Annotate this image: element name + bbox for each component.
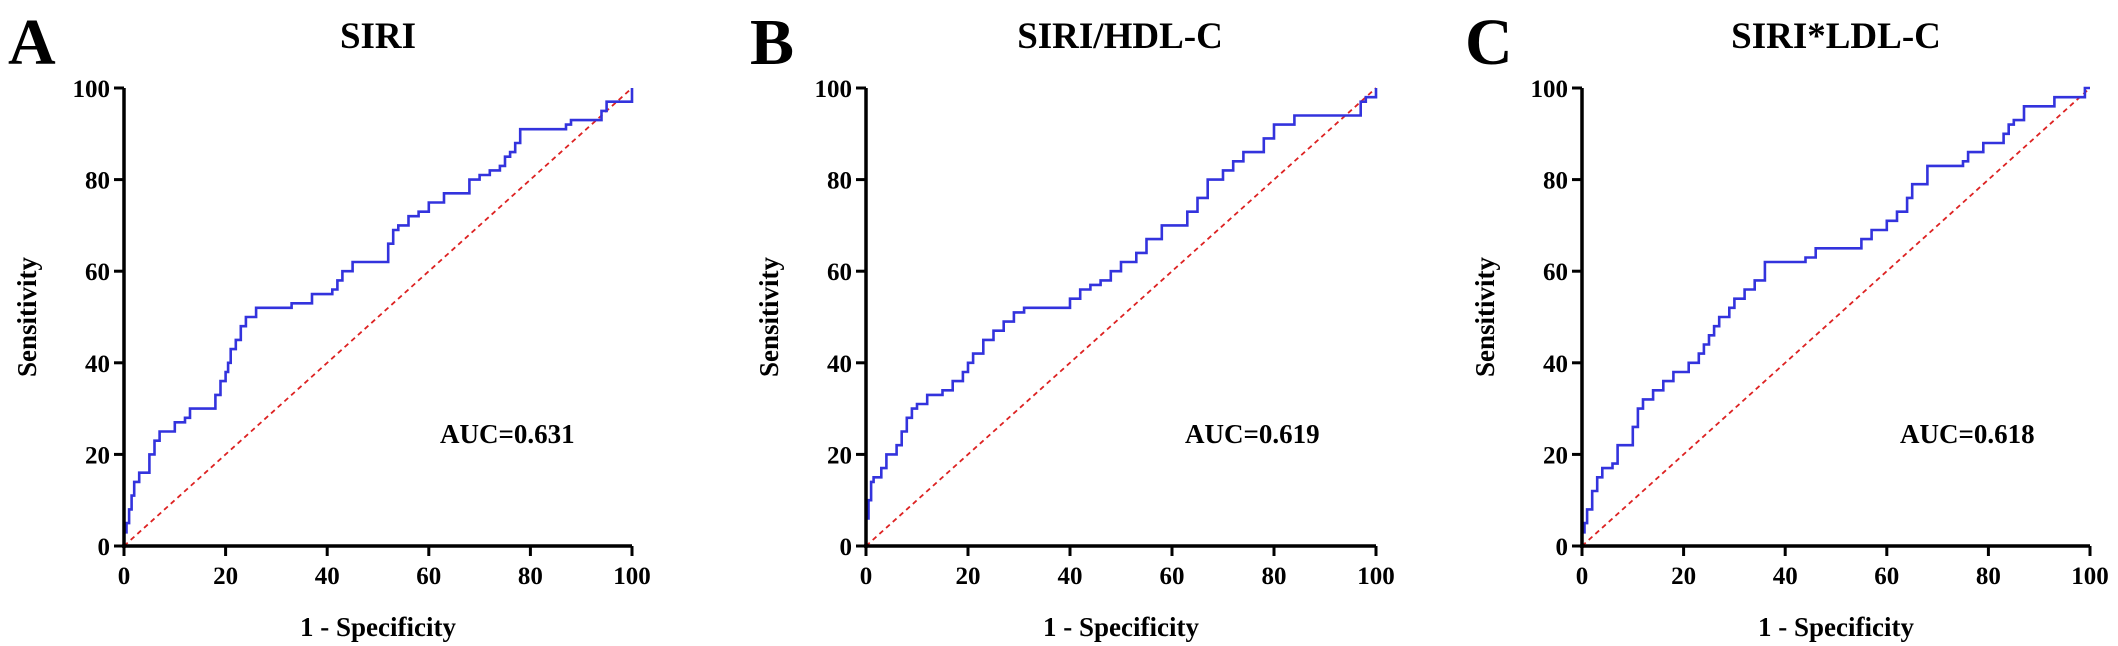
panel-c: C SIRI*LDL-C 0 20 40 60 80 100 0 20 40 60 80 100 1 - S… xyxy=(1465,6,2109,642)
x-tick-label: 80 xyxy=(518,563,543,590)
reference-line xyxy=(865,87,1377,547)
x-tick-label: 100 xyxy=(1357,563,1395,590)
x-tick-label: 60 xyxy=(416,563,441,590)
y-tick-label: 80 xyxy=(1543,168,1568,195)
auc-annotation: AUC=0.631 xyxy=(440,419,575,449)
y-axis-label: Sensitivity xyxy=(754,256,784,377)
x-axis-label: 1 - Specificity xyxy=(300,612,456,642)
y-tick-label: 0 xyxy=(1556,534,1569,561)
chart-title: SIRI/HDL-C xyxy=(1017,16,1223,57)
x-tick-label: 40 xyxy=(1773,563,1798,590)
x-tick-label: 80 xyxy=(1262,563,1287,590)
y-tick-label: 80 xyxy=(85,168,110,195)
y-tick-label: 60 xyxy=(85,259,110,286)
y-tick-label: 100 xyxy=(73,76,111,103)
x-tick-label: 100 xyxy=(2071,563,2109,590)
x-tick-label: 20 xyxy=(213,563,238,590)
y-tick-label: 20 xyxy=(1543,442,1568,469)
x-axis-label: 1 - Specificity xyxy=(1758,612,1914,642)
chart-title: SIRI xyxy=(340,16,416,57)
x-tick-label: 20 xyxy=(956,563,981,590)
panel-letter: B xyxy=(750,6,794,79)
x-tick-label: 40 xyxy=(1058,563,1083,590)
panel-letter: A xyxy=(8,6,56,79)
y-tick-label: 20 xyxy=(85,442,110,469)
y-tick-label: 40 xyxy=(827,351,852,378)
x-axis-label: 1 - Specificity xyxy=(1043,612,1199,642)
roc-curve xyxy=(864,88,1378,546)
y-tick-label: 100 xyxy=(1531,76,1569,103)
roc-curve xyxy=(122,88,634,546)
x-tick-label: 20 xyxy=(1671,563,1696,590)
y-tick-label: 0 xyxy=(98,534,111,561)
y-tick-label: 80 xyxy=(827,168,852,195)
y-axis-label: Sensitivity xyxy=(1470,256,1500,377)
x-tick-label: 40 xyxy=(315,563,340,590)
y-axis-label: Sensitivity xyxy=(12,256,42,377)
reference-line xyxy=(123,87,633,547)
panel-a: A SIRI 0 20 40 60 80 100 0 20 40 60 80 100 1 - Specifi… xyxy=(8,6,651,642)
y-tick-label: 60 xyxy=(1543,259,1568,286)
chart-title: SIRI*LDL-C xyxy=(1731,16,1941,57)
x-tick-label: 0 xyxy=(860,563,873,590)
y-tick-label: 100 xyxy=(815,76,853,103)
x-tick-label: 100 xyxy=(613,563,651,590)
y-tick-label: 40 xyxy=(1543,351,1568,378)
auc-annotation: AUC=0.618 xyxy=(1900,419,2035,449)
reference-line xyxy=(1581,87,2091,547)
x-tick-label: 0 xyxy=(1576,563,1589,590)
x-tick-label: 60 xyxy=(1874,563,1899,590)
y-tick-label: 60 xyxy=(827,259,852,286)
x-tick-label: 80 xyxy=(1976,563,2001,590)
x-tick-label: 60 xyxy=(1160,563,1185,590)
panel-b: B SIRI/HDL-C 0 20 40 60 80 100 0 20 40 60 80 100 1 - S… xyxy=(750,6,1395,642)
y-tick-label: 40 xyxy=(85,351,110,378)
y-tick-label: 0 xyxy=(840,534,853,561)
x-tick-label: 0 xyxy=(118,563,131,590)
y-tick-label: 20 xyxy=(827,442,852,469)
panel-letter: C xyxy=(1465,6,1513,79)
auc-annotation: AUC=0.619 xyxy=(1185,419,1320,449)
roc-curve xyxy=(1580,86,2090,546)
